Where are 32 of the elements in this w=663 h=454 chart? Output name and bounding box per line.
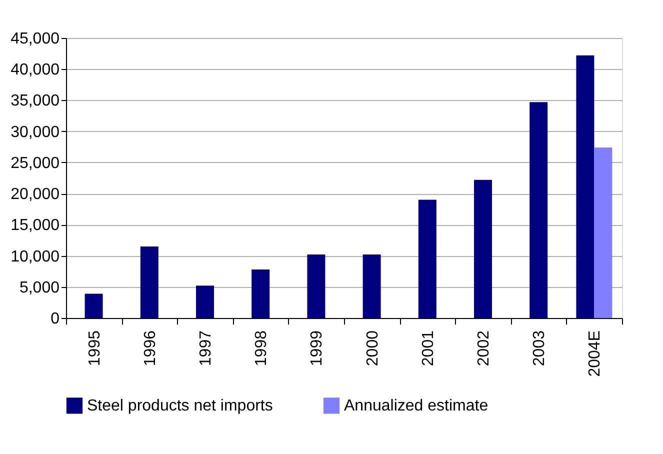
x-tick-label: 1998 — [253, 330, 270, 366]
y-tick-label: 0 — [50, 310, 60, 328]
x-tick-label: 1995 — [86, 330, 104, 366]
bar — [530, 102, 548, 318]
x-tick-label: 1997 — [198, 330, 214, 366]
y-tick-label: 45,000 — [10, 30, 60, 48]
bar — [418, 200, 436, 318]
bar — [252, 269, 270, 318]
y-tick-label: 25,000 — [10, 154, 60, 172]
y-tick-label: 5,000 — [19, 279, 60, 296]
bar — [84, 294, 103, 318]
x-tick-label: 1999 — [308, 330, 326, 366]
y-tick-label: 10,000 — [10, 248, 60, 266]
bar — [362, 254, 381, 318]
bar — [594, 148, 612, 318]
x-tick-label: 2004E — [586, 330, 604, 377]
x-tick-label: 2000 — [364, 330, 382, 366]
legend-label: Steel products net imports — [87, 398, 273, 415]
bar — [474, 180, 492, 318]
x-tick-label: 2003 — [531, 330, 548, 366]
bar — [307, 254, 326, 318]
y-tick-label: 20,000 — [10, 186, 60, 204]
y-tick-label: 30,000 — [10, 124, 60, 141]
y-tick-label: 35,000 — [10, 92, 60, 110]
bar — [140, 246, 158, 318]
x-tick-label: 2002 — [476, 330, 492, 366]
y-tick-label: 40,000 — [10, 62, 60, 79]
legend-label: Annualized estimate — [344, 398, 488, 415]
x-tick-label: 1996 — [142, 330, 159, 366]
y-tick-label: 15,000 — [10, 217, 60, 234]
x-tick-label: 2001 — [420, 330, 437, 366]
bar — [196, 286, 214, 318]
